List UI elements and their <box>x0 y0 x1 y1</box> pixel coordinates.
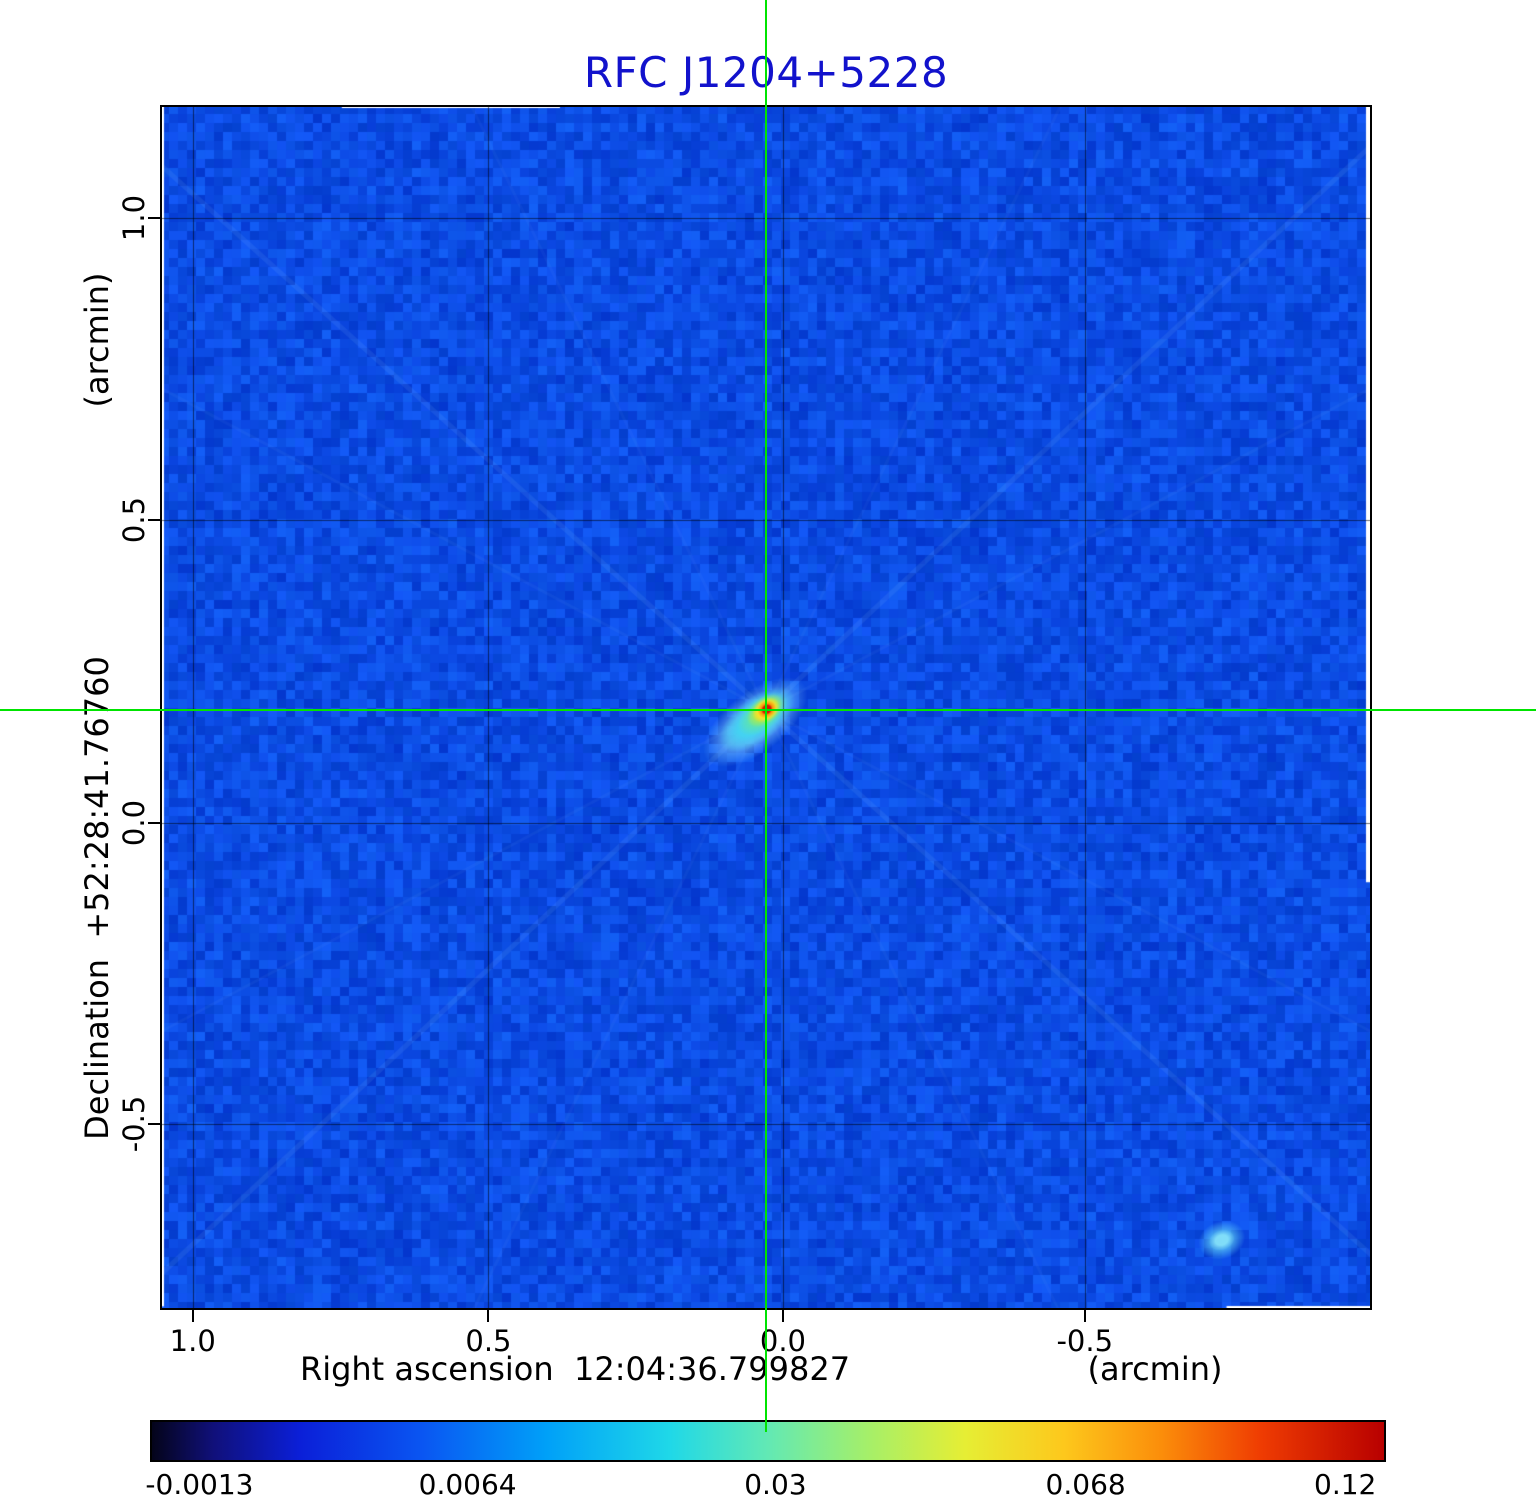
x-tick-mark <box>1083 1310 1086 1322</box>
x-tick-label: 1.0 <box>169 1324 216 1358</box>
x-axis-label: Right ascension 12:04:36.799827 <box>299 1350 851 1388</box>
y-axis-label: Declination +52:28:41.76760 <box>78 656 116 1140</box>
colorbar-tick-label: 0.068 <box>1045 1468 1126 1501</box>
colorbar-tick-label: 0.0064 <box>418 1468 517 1501</box>
colorbar <box>150 1420 1386 1462</box>
y-tick-mark <box>148 822 160 825</box>
y-tick-mark <box>148 217 160 220</box>
x-axis-unit-label: (arcmin) <box>1087 1350 1223 1388</box>
y-tick-mark <box>148 1123 160 1126</box>
x-tick-mark <box>781 1310 784 1322</box>
colorbar-tick-label: -0.0013 <box>145 1468 254 1501</box>
x-tick-mark <box>487 1310 490 1322</box>
y-axis-unit-label: (arcmin) <box>78 272 116 408</box>
x-tick-label: -0.5 <box>1056 1324 1114 1358</box>
y-tick-label: 1.0 <box>117 195 151 242</box>
x-tick-mark <box>191 1310 194 1322</box>
y-tick-label: 0.0 <box>117 800 151 847</box>
crosshair-vertical-line <box>765 0 767 1432</box>
y-tick-mark <box>148 518 160 521</box>
y-tick-label: 0.5 <box>117 496 151 543</box>
colorbar-tick-label: 0.12 <box>1314 1468 1377 1501</box>
x-tick-label: 0.5 <box>465 1324 512 1358</box>
y-tick-label: -0.5 <box>117 1096 151 1153</box>
colorbar-tick-label: 0.03 <box>744 1468 807 1501</box>
crosshair-horizontal-line <box>0 709 1536 711</box>
x-tick-label: 0.0 <box>759 1324 807 1358</box>
